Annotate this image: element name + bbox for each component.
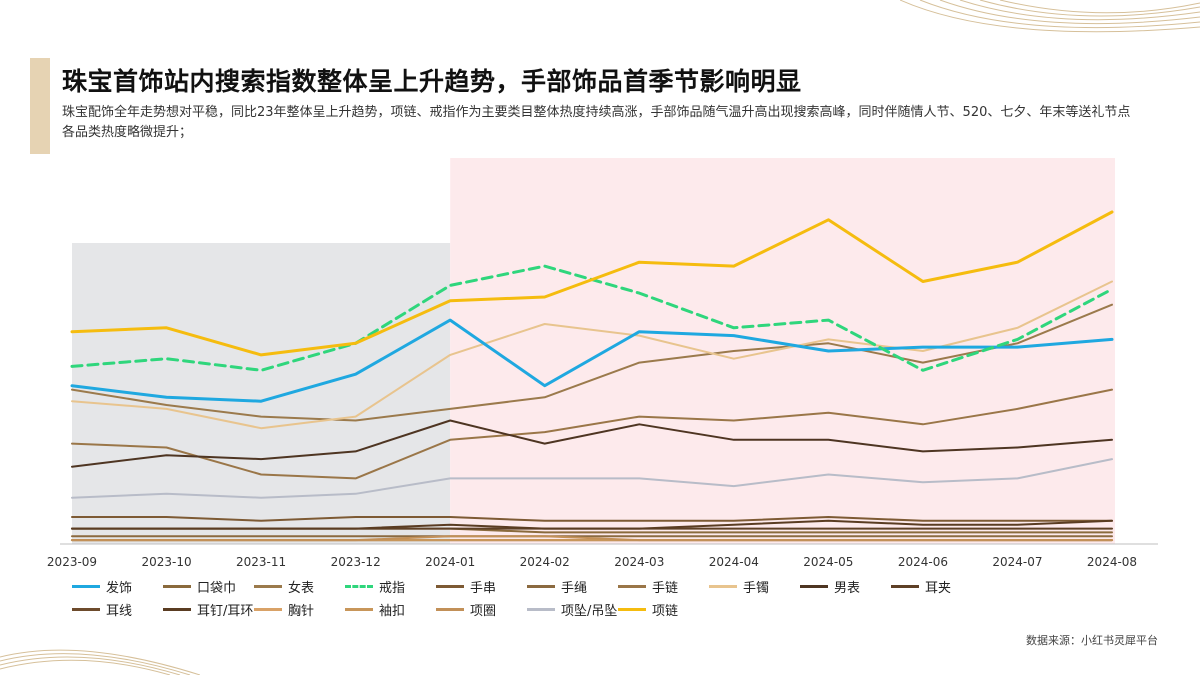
legend-item: 项圈: [436, 599, 496, 619]
x-tick-label: 2024-02: [520, 555, 570, 569]
series-line-2: [71, 303, 1113, 422]
page-title: 珠宝首饰站内搜索指数整体呈上升趋势，手部饰品首季节影响明显: [62, 67, 802, 96]
legend-swatch: [800, 584, 828, 588]
legend-item: 袖扣: [345, 599, 405, 619]
legend-swatch: [891, 584, 919, 588]
legend-swatch: [618, 584, 646, 588]
legend-swatch: [72, 607, 100, 611]
legend-item: 胸针: [254, 599, 314, 619]
legend-label: 耳钉/耳环: [197, 603, 254, 619]
legend-swatch: [527, 607, 555, 611]
x-tick-label: 2023-11: [236, 555, 286, 569]
series-line-15: [71, 458, 1113, 499]
legend-swatch: [254, 584, 282, 588]
legend-item: 手绳: [527, 576, 587, 596]
series-line-6: [71, 388, 1113, 480]
x-tick-label: 2024-08: [1087, 555, 1137, 569]
legend-label: 女表: [288, 580, 315, 596]
series-line-14: [71, 535, 1113, 542]
legend-label: 发饰: [106, 580, 133, 596]
legend-label: 手链: [652, 580, 679, 596]
legend-label: 耳线: [106, 603, 133, 619]
legend-item: 项坠/吊坠: [527, 599, 617, 619]
x-tick-label: 2023-10: [141, 555, 191, 569]
data-source-note: 数据来源：小红书灵犀平台: [1026, 634, 1158, 647]
legend-swatch: [254, 607, 282, 611]
x-tick-label: 2024-07: [992, 555, 1042, 569]
x-tick-label: 2023-09: [47, 555, 97, 569]
legend-item: 发饰: [72, 576, 132, 596]
x-tick-label: 2024-03: [614, 555, 664, 569]
legend-item: 女表: [254, 576, 314, 596]
legend-swatch: [527, 584, 555, 588]
legend-item: 耳夹: [891, 576, 951, 596]
series-line-11: [71, 519, 1113, 530]
shaded-region-2024: [450, 158, 1115, 544]
legend-label: 项链: [652, 603, 679, 619]
legend-item: 耳线: [72, 599, 132, 619]
legend-swatch: [345, 607, 373, 611]
series-line-0: [70, 318, 1114, 403]
legend-swatch: [345, 584, 373, 588]
legend-label: 项坠/吊坠: [561, 603, 618, 619]
legend-item: 口袋巾: [163, 576, 236, 596]
x-tick-label: 2024-05: [803, 555, 853, 569]
legend-label: 胸针: [288, 603, 315, 619]
legend-swatch: [72, 584, 100, 588]
legend-swatch: [709, 584, 737, 588]
legend-swatch: [163, 607, 191, 611]
title-accent-bar: [30, 58, 50, 154]
legend-item: 项链: [618, 599, 678, 619]
legend-label: 手绳: [561, 580, 588, 596]
legend-item: 手串: [436, 576, 496, 596]
legend-item: 戒指: [345, 576, 405, 596]
legend-swatch: [618, 607, 646, 611]
legend-label: 手镯: [743, 580, 770, 596]
legend-label: 口袋巾: [197, 580, 237, 596]
legend-label: 项圈: [470, 603, 497, 619]
legend-label: 袖扣: [379, 603, 406, 619]
legend-item: 手镯: [709, 576, 769, 596]
legend-label: 耳夹: [925, 580, 952, 596]
legend-swatch: [436, 607, 464, 611]
legend-swatch: [436, 584, 464, 588]
legend-label: 男表: [834, 580, 861, 596]
legend-item: 耳钉/耳环: [163, 599, 253, 619]
legend-swatch: [163, 584, 191, 588]
legend-item: 男表: [800, 576, 860, 596]
page-subtitle: 珠宝配饰全年走势想对平稳，同比23年整体呈上升趋势，项链、戒指作为主要类目整体热…: [62, 105, 1131, 140]
x-tick-label: 2024-01: [425, 555, 475, 569]
x-tick-label: 2023-12: [331, 555, 381, 569]
series-line-4: [71, 516, 1113, 522]
legend-item: 手链: [618, 576, 678, 596]
x-tick-label: 2024-04: [709, 555, 759, 569]
legend-label: 手串: [470, 580, 497, 596]
x-tick-label: 2024-06: [898, 555, 948, 569]
series-line-16: [70, 210, 1114, 357]
series-line-8: [71, 419, 1113, 468]
legend-label: 戒指: [379, 580, 406, 596]
